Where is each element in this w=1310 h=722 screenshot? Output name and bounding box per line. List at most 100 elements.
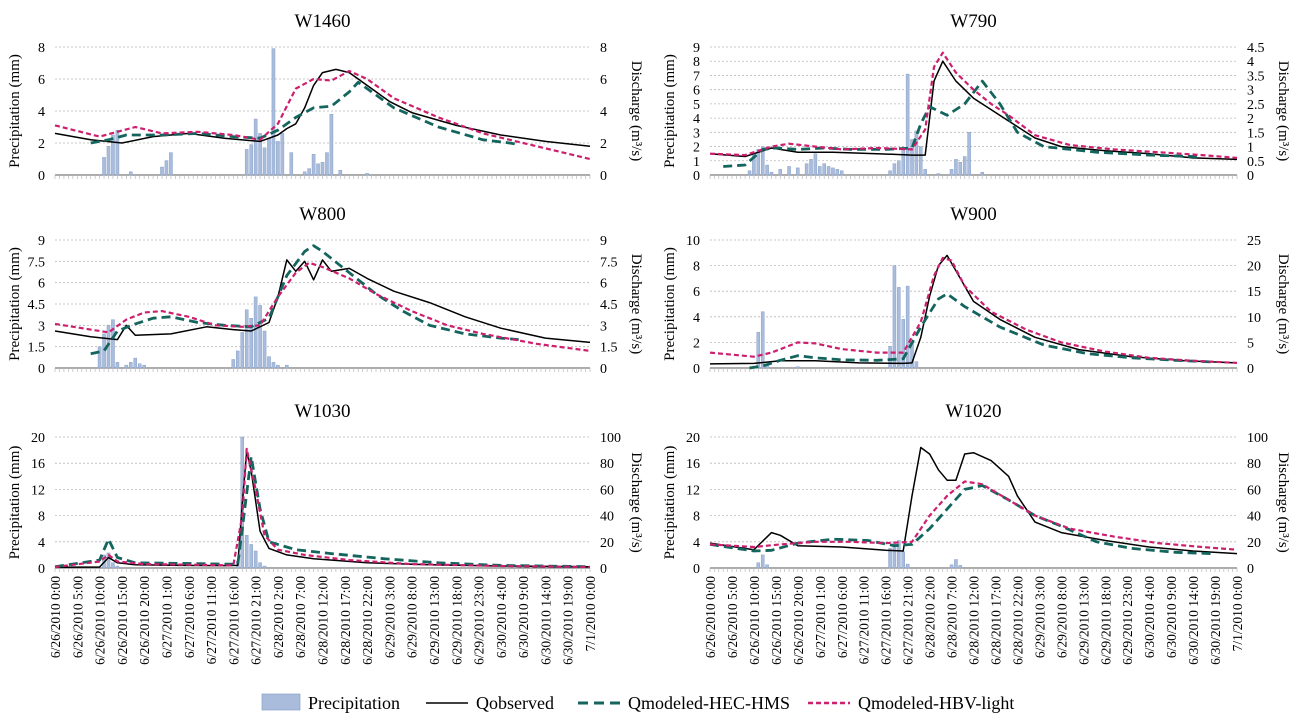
precipitation-bar	[905, 563, 910, 569]
y-axis-label-right: Discharge (m³/s)	[628, 452, 644, 552]
y-axis-label-right: Discharge (m³/s)	[1275, 452, 1291, 552]
y-left-tick-label: 0	[38, 362, 45, 377]
series-line-qmodeled-hec-hms	[723, 79, 1203, 168]
chart-panel-w1020: W1020 0 4 8 12 16 20 0 20 40 60 80 100 Precipitation …	[662, 401, 1291, 665]
y-left-tick-label: 8	[693, 510, 700, 525]
x-tick-label: 6/28/2010 17:00	[988, 576, 1003, 665]
chart-title: W800	[299, 204, 345, 225]
y-right-tick-label: 1.5	[1247, 126, 1265, 141]
precipitation-bar	[244, 535, 249, 569]
precipitation-bar	[765, 164, 769, 176]
series-line-qmodeled-hbv-light	[54, 261, 591, 352]
y-left-tick-label: 0	[693, 362, 700, 377]
y-right-tick-label: 1	[1247, 141, 1254, 156]
y-right-tick-label: 25	[1247, 234, 1261, 249]
precipitation-bar	[756, 562, 761, 569]
precipitation-bar	[271, 362, 276, 369]
y-axis-label-left: Precipitation (mm)	[662, 247, 678, 361]
series-line-qmodeled-hbv-light	[709, 480, 1238, 551]
precipitation-bar	[901, 551, 905, 569]
series-line-qobserved	[709, 254, 1238, 365]
precipitation-bar	[787, 166, 791, 176]
x-tick-label: 6/26/2010 15:00	[115, 576, 130, 665]
precipitation-bar	[236, 350, 240, 369]
precipitation-bar	[97, 346, 102, 369]
chart-panel-w790: W790012345678900.511.522.533.544.5Precip…	[662, 11, 1291, 184]
x-tick-label: 6/30/2010 9:00	[1164, 576, 1179, 658]
y-right-tick-label: 20	[1247, 536, 1261, 551]
y-right-tick-label: 6	[600, 73, 607, 88]
precipitation-bar	[796, 167, 800, 176]
precipitation-bar	[160, 166, 164, 176]
y-left-tick-label: 4	[693, 536, 700, 551]
y-axis-label-left: Precipitation (mm)	[7, 247, 23, 361]
y-right-tick-label: 0	[600, 169, 607, 184]
y-left-tick-label: 7	[693, 69, 700, 84]
y-left-tick-label: 8	[38, 41, 45, 56]
precipitation-bar	[111, 134, 115, 176]
legend-hec-label: Qmodeled-HEC-HMS	[628, 693, 790, 713]
y-left-tick-label: 12	[686, 483, 700, 498]
y-left-tick-label: 10	[686, 234, 700, 249]
precipitation-bar	[280, 133, 285, 176]
y-right-tick-label: 60	[1247, 483, 1261, 498]
series-line-qobserved	[709, 446, 1238, 555]
x-tick-label: 6/26/2010 0:00	[703, 576, 718, 658]
precipitation-bar	[892, 163, 897, 176]
y-left-tick-label: 8	[693, 260, 700, 275]
precipitation-bar	[958, 161, 963, 176]
precipitation-bar	[914, 130, 919, 176]
y-right-tick-label: 9	[600, 234, 607, 249]
precipitation-bar	[320, 161, 325, 176]
y-right-tick-label: 20	[1247, 260, 1261, 275]
x-tick-label: 6/29/2010 3:00	[1032, 576, 1047, 658]
y-left-tick-label: 7.5	[28, 255, 46, 270]
x-tick-label: 6/27/2010 16:00	[226, 576, 241, 665]
legend-precipitation-label: Precipitation	[308, 693, 400, 713]
chart-title: W900	[950, 204, 996, 225]
precipitation-bar	[365, 173, 369, 176]
y-axis-label-left: Precipitation (mm)	[7, 54, 23, 168]
chart-title: W1030	[295, 401, 351, 422]
precipitation-bar	[142, 364, 146, 369]
x-tick-label: 7/1/2010 0:00	[1230, 576, 1245, 652]
y-left-tick-label: 3	[693, 126, 700, 141]
series-line-qmodeled-hec-hms	[90, 80, 519, 146]
x-axis-ticks	[709, 568, 1238, 572]
y-left-tick-label: 4	[693, 311, 700, 326]
series-line-qobserved	[709, 60, 1238, 161]
precipitation-bar	[262, 565, 267, 569]
x-tick-label: 6/26/2010 0:00	[48, 576, 63, 658]
precipitation-bar	[316, 163, 320, 176]
legend-precipitation-swatch	[261, 693, 301, 711]
y-right-tick-label: 2	[600, 137, 607, 152]
series-line-qobserved	[54, 450, 591, 569]
x-tick-label: 6/27/2010 1:00	[159, 576, 174, 658]
y-left-tick-label: 6	[693, 285, 700, 300]
precipitation-bar	[249, 318, 253, 369]
x-tick-label: 6/30/2010 4:00	[494, 576, 509, 658]
x-tick-label: 6/28/2010 17:00	[338, 576, 353, 665]
precipitation-bar	[253, 296, 258, 369]
precipitation-bar	[262, 330, 267, 369]
precipitation-bar	[840, 170, 844, 176]
x-tick-label: 6/30/2010 19:00	[1208, 576, 1223, 665]
precipitation-bar	[253, 118, 258, 176]
precipitation-bar	[760, 146, 765, 176]
precipitation-bar	[954, 159, 958, 176]
precipitation-bar	[124, 364, 129, 369]
y-right-tick-label: 0.5	[1247, 155, 1265, 170]
precipitation-bar	[115, 129, 120, 176]
y-right-tick-label: 1.5	[600, 341, 618, 356]
precipitation-bar	[325, 152, 329, 176]
precipitation-bar	[262, 147, 267, 176]
x-axis-ticks	[709, 368, 1238, 372]
precipitation-bar	[111, 562, 115, 569]
x-axis-ticks	[54, 368, 591, 372]
series-line-qmodeled-hbv-light	[709, 256, 1238, 364]
chart-title: W1460	[295, 11, 351, 32]
precipitation-bar	[231, 359, 236, 369]
x-tick-label: 6/27/2010 11:00	[204, 576, 219, 665]
precipitation-bar	[240, 332, 245, 369]
y-right-tick-label: 40	[1247, 510, 1261, 525]
